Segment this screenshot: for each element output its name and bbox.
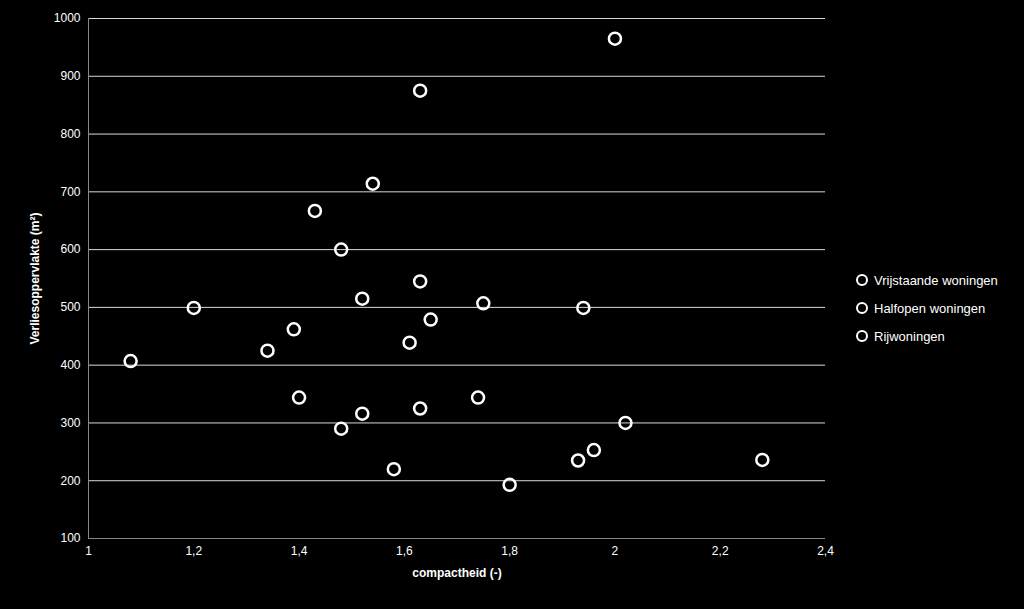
html-text:Rijwoningen: Rijwoningen	[874, 328, 945, 344]
svg-text:1,4: 1,4	[291, 544, 308, 558]
svg-text:800: 800	[60, 127, 80, 141]
svg-text:1000: 1000	[54, 11, 81, 25]
svg-text:2: 2	[612, 544, 619, 558]
svg-text:1,2: 1,2	[185, 544, 202, 558]
html-text:Vrijstaande woningen: Vrijstaande woningen	[874, 272, 998, 288]
svg-text:400: 400	[60, 358, 80, 372]
svg-text:2,4: 2,4	[817, 544, 834, 558]
svg-text:100: 100	[60, 531, 80, 545]
svg-text:200: 200	[60, 474, 80, 488]
svg-text:compactheid (-): compactheid (-)	[412, 566, 501, 580]
html-text:Halfopen woningen: Halfopen woningen	[874, 300, 986, 316]
svg-text:1,8: 1,8	[501, 544, 518, 558]
svg-text:900: 900	[60, 69, 80, 83]
svg-text:2,2: 2,2	[712, 544, 729, 558]
svg-text:600: 600	[60, 242, 80, 256]
svg-text:1: 1	[85, 544, 92, 558]
svg-text:500: 500	[60, 300, 80, 314]
svg-text:1,6: 1,6	[396, 544, 413, 558]
svg-text:Verliesoppervlakte (m²): Verliesoppervlakte (m²)	[28, 212, 42, 344]
svg-text:300: 300	[60, 416, 80, 430]
svg-text:700: 700	[60, 185, 80, 199]
